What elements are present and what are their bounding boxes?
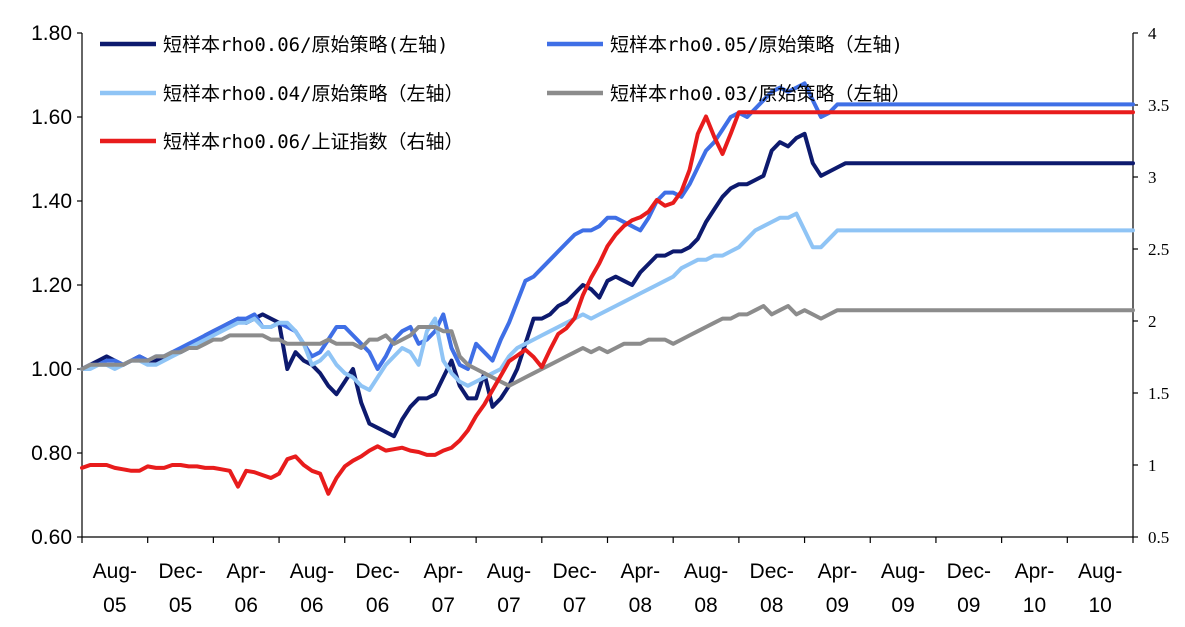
right-tick-label: 0.5 (1148, 528, 1169, 547)
x-tick-label-month: Dec- (552, 560, 596, 583)
left-tick-label: 1.00 (31, 358, 72, 381)
x-tick-label-month: Apr- (1015, 560, 1055, 583)
x-tick-label-year: 05 (169, 594, 192, 617)
x-tick-label-year: 08 (760, 594, 783, 617)
series-line-2 (80, 81, 1135, 371)
series-line-5 (80, 110, 1135, 496)
x-tick-label-month: Dec- (355, 560, 399, 583)
x-tick-label-year: 10 (1023, 594, 1046, 617)
x-tick-label-month: Dec- (750, 560, 794, 583)
x-tick-label-year: 09 (957, 594, 980, 617)
x-tick-label-year: 07 (497, 594, 520, 617)
x-tick-label-month: Apr- (621, 560, 661, 583)
left-tick-label: 0.80 (31, 442, 72, 465)
right-tick-label: 3 (1148, 168, 1157, 187)
x-tick-label-month: Dec- (158, 560, 202, 583)
x-tick-label-year: 06 (300, 594, 323, 617)
left-tick-label: 1.20 (31, 274, 72, 297)
right-tick-label: 3.5 (1148, 96, 1169, 115)
right-tick-label: 1 (1148, 456, 1157, 475)
x-tick-label-month: Aug- (684, 560, 728, 583)
x-tick-label-year: 09 (891, 594, 914, 617)
series-line-3 (80, 211, 1135, 392)
legend-label-4: 短样本rho0.03/原始策略（左轴） (610, 83, 911, 105)
x-tick-label-month: Apr- (423, 560, 463, 583)
right-tick-label: 2.5 (1148, 240, 1169, 259)
x-tick-label-year: 10 (1088, 594, 1111, 617)
x-tick-label-month: Aug- (487, 560, 531, 583)
x-tick-label-month: Dec- (947, 560, 991, 583)
series-line-4 (80, 304, 1135, 388)
legend-label-3: 短样本rho0.04/原始策略（左轴） (163, 83, 464, 105)
x-tick-label-month: Aug- (93, 560, 137, 583)
x-tick-label-year: 06 (235, 594, 258, 617)
legend-label-5: 短样本rho0.06/上证指数（右轴） (163, 131, 464, 153)
x-tick-label-month: Aug- (881, 560, 925, 583)
series-line-1 (80, 131, 1135, 439)
legend-label-2: 短样本rho0.05/原始策略（左轴) (610, 34, 903, 56)
x-tick-label-month: Aug- (290, 560, 334, 583)
left-tick-label: 1.60 (31, 106, 72, 129)
x-tick-label-month: Apr- (226, 560, 266, 583)
x-tick-label-year: 09 (826, 594, 849, 617)
x-tick-label-month: Aug- (1078, 560, 1122, 583)
x-tick-label-year: 07 (563, 594, 586, 617)
x-tick-label-year: 06 (366, 594, 389, 617)
left-tick-label: 1.80 (31, 22, 72, 45)
right-tick-label: 1.5 (1148, 384, 1169, 403)
right-tick-label: 2 (1148, 312, 1157, 331)
right-tick-label: 4 (1148, 24, 1157, 43)
x-tick-label-year: 07 (432, 594, 455, 617)
x-tick-label-year: 08 (694, 594, 717, 617)
left-tick-label: 0.60 (31, 526, 72, 549)
x-tick-label-month: Apr- (818, 560, 858, 583)
left-tick-label: 1.40 (31, 190, 72, 213)
legend-label-1: 短样本rho0.06/原始策略(左轴) (163, 34, 448, 56)
x-tick-label-year: 08 (629, 594, 652, 617)
x-tick-label-year: 05 (103, 594, 126, 617)
